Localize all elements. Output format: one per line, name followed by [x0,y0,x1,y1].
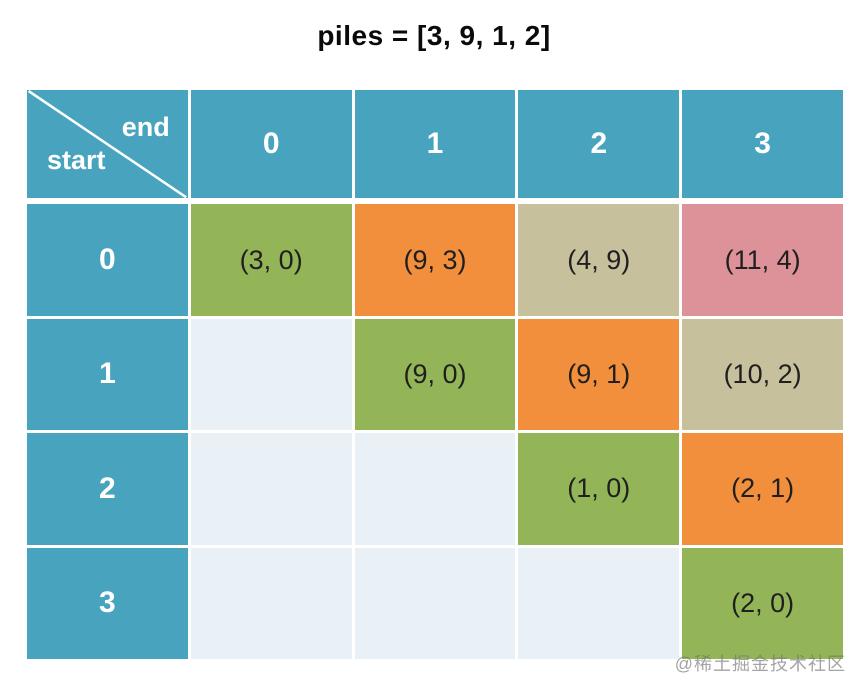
cell-start2-end2: (1, 0) [518,433,680,545]
col-header-2: 2 [518,90,680,202]
cell-start1-end1: (9, 0) [354,318,516,431]
cell-start3-end0 [190,547,352,659]
watermark: @稀土掘金技术社区 [674,654,846,674]
row-header-3: 3 [27,547,188,659]
cell-start3-end3: (2, 0) [682,547,843,659]
row-header-1: 1 [27,318,188,431]
cell-start0-end3: (11, 4) [682,204,843,316]
cell-start1-end2: (9, 1) [518,318,680,431]
cell-start2-end0 [190,433,352,545]
col-header-0: 0 [190,90,352,202]
cell-start1-end0 [190,318,352,431]
cell-start3-end1 [354,547,516,659]
diagonal-divider-line [27,90,188,198]
cell-start2-end3: (2, 1) [682,433,843,545]
row-header-0: 0 [27,204,188,316]
dp-table: end start 0 1 2 3 0 (3, 0) (9, 3) (4, 9) (11, 4) 1(… [27,90,843,659]
cell-start0-end1: (9, 3) [354,204,516,316]
corner-cell: end start [27,90,188,202]
row-header-2: 2 [27,433,188,545]
page-title: piles = [3, 9, 1, 2] [317,20,551,51]
col-header-1: 1 [354,90,516,202]
col-header-3: 3 [682,90,843,202]
corner-start-label: start [47,145,106,176]
corner-end-label: end [121,112,170,142]
cell-start1-end3: (10, 2) [682,318,843,431]
cell-start3-end2 [518,547,680,659]
cell-start2-end1 [354,433,516,545]
cell-start0-end0: (3, 0) [190,204,352,316]
cell-start0-end2: (4, 9) [518,204,680,316]
